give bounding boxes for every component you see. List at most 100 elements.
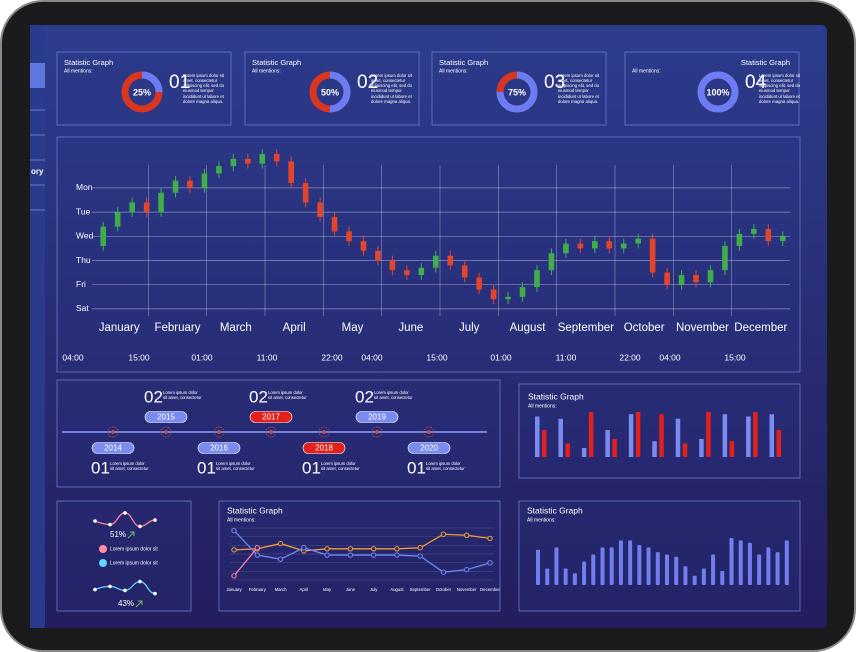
card-number: 04 [745,72,767,93]
point [277,556,284,562]
point [394,552,400,558]
time-label: 15:00 [128,352,150,362]
bar [609,547,614,585]
point [324,552,330,558]
x-tick-label: January [226,587,242,592]
candle-body [649,238,656,273]
bar [675,418,681,457]
point [487,560,493,566]
bar [605,430,610,457]
card-number: 01 [169,72,190,93]
timeline-dot [217,430,221,434]
point [254,545,260,551]
timeline-dot-ring [423,426,435,438]
card-subtitle: All mentions: [439,68,468,74]
candle-body [707,270,714,283]
x-tick-label: March [275,587,288,592]
bar [784,540,789,585]
year-pill [144,411,188,423]
body-text: Lorem ipsum dolor sit amet, consectetur … [183,73,225,104]
line [233,547,258,577]
time-label: 15:00 [724,352,746,362]
panel [624,51,800,126]
bar [769,414,775,457]
bar [722,414,728,457]
text-block: Lorem ipsum dolor sit amet, consectetur [321,461,360,472]
wave-dot [123,588,127,593]
bar [757,554,762,585]
x-tick-label: September [558,322,614,334]
legend-dot [99,545,107,553]
year-pill [355,411,399,423]
body-text: Lorem ipsum dolor sit amet, consectetur … [371,73,413,104]
bar [746,416,751,457]
candle-body [678,275,685,285]
wave-dot [108,522,112,527]
donut-value [496,71,538,113]
year-label: 2016 [210,444,228,453]
year-pill [197,442,241,454]
time-label: 04:00 [62,352,84,362]
card-title: Statistic Graph [252,58,301,67]
year-pill [302,442,346,454]
candle-body [143,202,150,213]
candle-body [563,243,569,254]
bar [542,430,547,457]
candle-body [418,267,425,276]
bar [766,547,771,585]
time-label: 11:00 [556,352,577,362]
donut-value [697,71,739,113]
text-block: Lorem ipsum dolor sit amet, consectetur [216,461,255,471]
bar [665,554,669,585]
x-tick-label: December [480,587,500,592]
bar [683,566,688,585]
candle-body [664,272,670,285]
time-label: 22:00 [321,352,343,362]
point [301,545,307,551]
x-tick-label: November [457,587,477,592]
trend-arrow [135,600,143,608]
year-label: 2014 [104,444,122,453]
bar [545,568,550,585]
timeline-dot-ring [371,426,383,438]
text-block: Lorem ipsum dolor sit amet, consectetur … [558,73,599,104]
bar [558,418,563,457]
bar [635,412,641,457]
text-block: Lorem ipsum dolor sit amet, consectetur [374,390,413,400]
candle-body [736,233,743,246]
time-label: 01:00 [490,352,512,362]
sidebar [30,25,45,628]
x-tick-label: April [283,322,306,334]
year-label: 2020 [420,444,438,453]
bar [628,540,633,585]
body-text: Lorem ipsum dolor sit amet, consectetur [321,461,360,472]
panel [431,51,607,126]
bar [652,441,657,457]
candle-body [461,265,468,278]
panel [56,51,232,126]
point [347,546,354,552]
point [440,531,447,537]
point [417,545,423,551]
candle-body [722,245,728,271]
timeline-number: 01 [407,458,426,477]
bar [600,547,605,585]
bar [572,573,577,585]
bar [729,538,734,585]
body-text: Lorem ipsum dolor sit amet, consectetur [163,390,202,401]
bar [692,575,697,585]
candle-body [505,296,511,300]
candle-body [490,289,497,300]
y-tick-label: Mon [76,182,93,192]
bar [646,547,651,585]
point [231,527,237,534]
chart-title: Statistic Graph [528,391,584,401]
bar [655,552,660,585]
chart-subtitle: All mentions: [227,517,256,523]
x-tick-label: November [676,322,729,334]
y-tick-label: Thu [76,255,91,265]
bar [581,448,587,457]
point [231,547,237,553]
sidebar-item: ory [31,167,44,176]
point [394,546,400,552]
